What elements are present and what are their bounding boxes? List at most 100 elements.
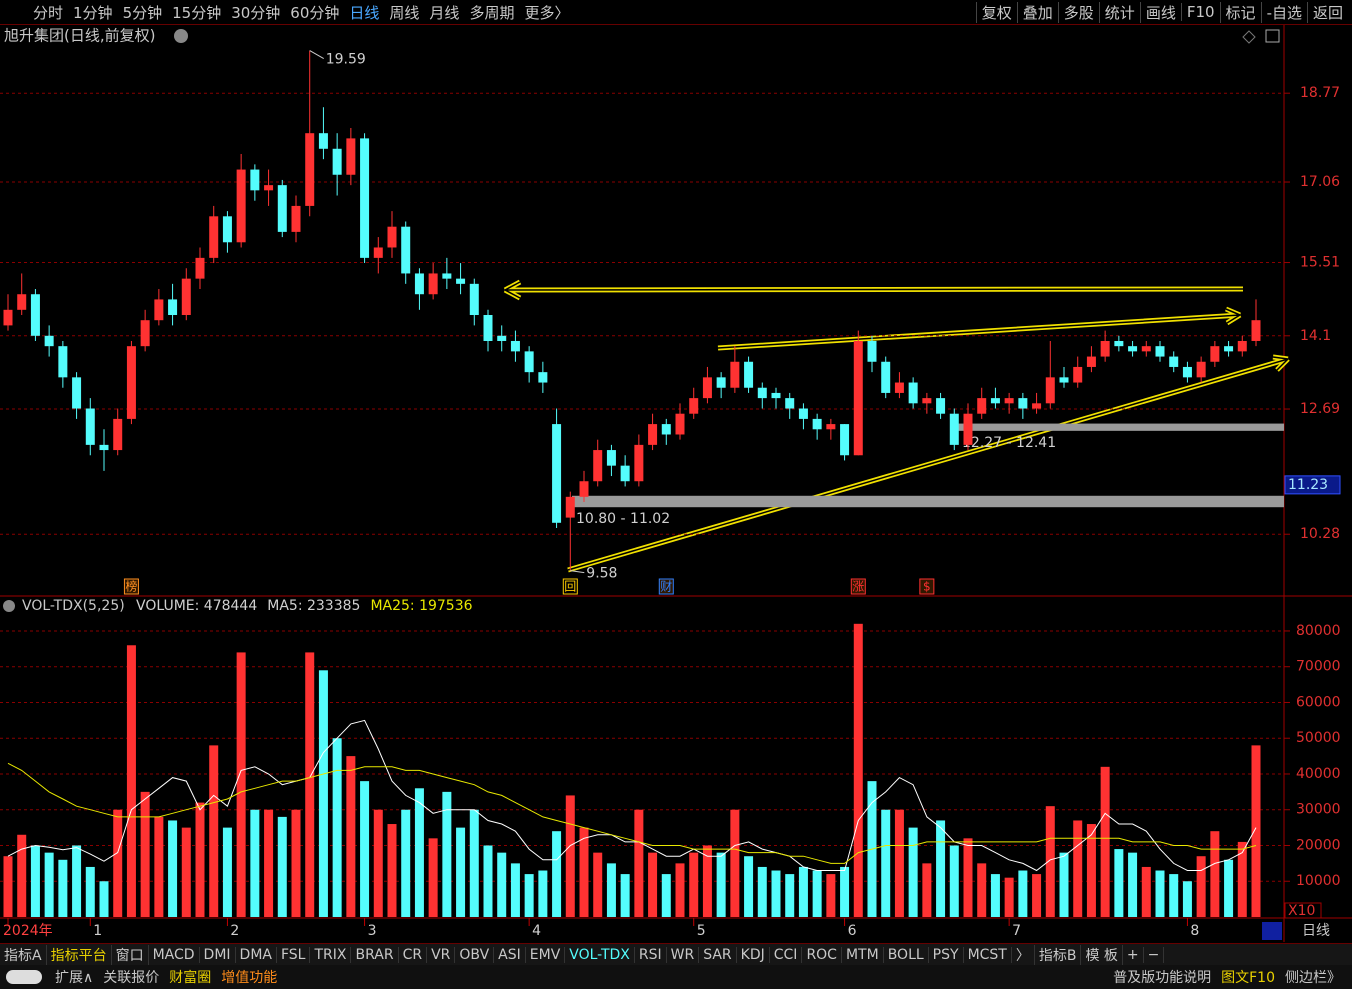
indicator-tab[interactable]: OBV (455, 946, 495, 963)
candle-body (1100, 340, 1110, 357)
volume-bar (195, 802, 205, 917)
indicator-tab[interactable]: + (1123, 946, 1144, 963)
indicator-tab[interactable]: 〉 (1012, 944, 1035, 965)
candle-body (428, 273, 438, 295)
tool-tab[interactable]: 画线 (1139, 1, 1181, 23)
bottom-tab[interactable]: 关联报价 (103, 970, 160, 986)
scroll-box[interactable] (1262, 922, 1282, 940)
indicator-tab[interactable]: ASI (494, 946, 526, 963)
tool-tab[interactable]: 统计 (1098, 1, 1140, 23)
candle-body (524, 351, 534, 373)
indicator-tab[interactable]: CCI (770, 946, 803, 963)
indicator-tab[interactable]: 窗口 (112, 944, 149, 965)
candle-body (510, 340, 520, 352)
indicator-tab[interactable]: − (1144, 946, 1165, 963)
candle-body (894, 382, 904, 393)
side-label[interactable]: 日线 (1302, 923, 1330, 939)
period-tab[interactable]: 1分钟 (73, 3, 113, 22)
bottom-tab[interactable]: 财富圈 (169, 970, 212, 986)
indicator-tab[interactable]: 指标平台 (47, 944, 112, 965)
tool-tab[interactable]: 复权 (975, 1, 1017, 23)
indicator-tab[interactable]: DMA (236, 946, 277, 963)
candle-body (442, 273, 452, 279)
candle-body (1059, 377, 1069, 383)
y-tick-label: 10000 (1296, 873, 1341, 889)
period-tab[interactable]: 月线 (429, 3, 460, 22)
tool-tab[interactable]: 叠加 (1016, 1, 1058, 23)
bottom-tab[interactable]: 侧边栏》 (1285, 970, 1341, 986)
indicator-tab[interactable]: CR (399, 946, 428, 963)
indicator-tab[interactable]: FSL (277, 946, 311, 963)
arrow (717, 308, 1241, 349)
volume-bar (1100, 766, 1110, 917)
indicator-tab[interactable]: 指标B (1035, 944, 1082, 965)
indicator-tab[interactable]: VOL-TDX (565, 946, 635, 963)
bottom-tab[interactable]: 增值功能 (221, 970, 278, 986)
period-tab[interactable]: 分时 (33, 3, 64, 22)
window-icon[interactable] (1265, 29, 1280, 43)
candle-body (414, 273, 424, 295)
volume-bar (593, 852, 603, 917)
volume-bar (305, 652, 315, 917)
period-tab[interactable]: 更多〉 (524, 3, 570, 22)
indicator-tab[interactable]: VR (427, 946, 456, 963)
indicator-tab[interactable]: 指标A (0, 944, 47, 965)
volume-bar (620, 874, 630, 917)
indicator-tab[interactable]: MCST (964, 946, 1012, 963)
indicator-title: VOL-TDX(5,25) (22, 598, 125, 614)
volume-bar (277, 816, 287, 917)
indicator-tab[interactable]: EMV (526, 946, 566, 963)
y-tick-label: 10.28 (1300, 526, 1340, 542)
indicator-tab[interactable]: DMI (200, 946, 236, 963)
indicator-tab[interactable]: MACD (149, 946, 200, 963)
arrow (717, 306, 1242, 351)
period-tab[interactable]: 周线 (389, 3, 420, 22)
tool-tab[interactable]: 标记 (1219, 1, 1261, 23)
indicator-tab[interactable]: ROC (802, 946, 842, 963)
y-tick-label: 50000 (1296, 730, 1341, 746)
volume-bar (702, 845, 712, 917)
x-tick-label: 7 (1012, 923, 1021, 939)
candle-body (730, 361, 740, 388)
period-tab[interactable]: 5分钟 (122, 3, 163, 22)
indicator-tab[interactable]: RSI (635, 946, 667, 963)
indicator-tab[interactable]: WR (667, 946, 700, 963)
tool-tab[interactable]: 返回 (1306, 1, 1348, 23)
volume-bar (3, 856, 13, 917)
candle-body (771, 392, 781, 399)
candle-body (867, 340, 877, 362)
volume-bar (58, 859, 68, 917)
tool-tab[interactable]: F10 (1180, 3, 1220, 21)
indicator-tab[interactable]: PSY (929, 946, 964, 963)
zone (958, 423, 1284, 431)
zone (572, 495, 1284, 508)
period-tab[interactable]: 60分钟 (290, 3, 340, 22)
period-tab[interactable]: 15分钟 (172, 3, 222, 22)
candle-body (1018, 398, 1028, 409)
volume-bar (236, 652, 246, 917)
bottom-tab[interactable]: 普及版功能说明 (1113, 970, 1212, 986)
indicator-tab[interactable]: 模 板 (1081, 944, 1123, 965)
indicator-tab[interactable]: TRIX (310, 946, 352, 963)
indicator-tab[interactable]: BRAR (351, 946, 399, 963)
period-tab[interactable]: 多周期 (469, 3, 515, 22)
tool-tab[interactable]: -自选 (1260, 1, 1307, 23)
high-pointer (309, 50, 324, 60)
volume-bar (634, 809, 644, 917)
diamond-icon[interactable] (1242, 30, 1256, 44)
candle-body (181, 278, 191, 316)
tool-tab[interactable]: 多股 (1057, 1, 1099, 23)
candle-body (195, 257, 205, 279)
menu-icon[interactable] (174, 29, 188, 43)
indicator-tab[interactable]: BOLL (884, 946, 929, 963)
toggle[interactable] (6, 970, 42, 984)
volume-bar (168, 820, 178, 917)
indicator-tab[interactable]: KDJ (737, 946, 770, 963)
period-tab[interactable]: 日线 (349, 3, 380, 22)
period-tab[interactable]: 30分钟 (231, 3, 281, 22)
bottom-tab[interactable]: 扩展∧ (55, 970, 94, 986)
indicator-tab[interactable]: MTM (842, 946, 884, 963)
indicator-tab[interactable]: SAR (699, 946, 737, 963)
menu-icon[interactable] (3, 600, 15, 612)
bottom-tab[interactable]: 图文F10 (1221, 970, 1275, 986)
